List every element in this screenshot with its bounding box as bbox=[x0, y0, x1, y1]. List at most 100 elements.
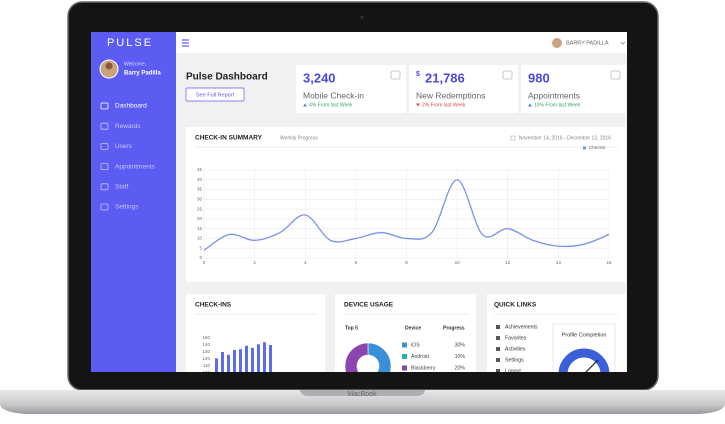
y-tick-label: 120 bbox=[202, 356, 210, 361]
y-tick-label: 130 bbox=[202, 349, 210, 354]
y-tick-label: 100 bbox=[202, 370, 210, 375]
y-tick-label: 5 bbox=[199, 245, 202, 250]
stat-card bbox=[296, 65, 406, 113]
topbar bbox=[176, 32, 627, 53]
quick-links: Achievements Favorites Activities Settings L… bbox=[496, 324, 538, 374]
quick-link[interactable]: Settings bbox=[505, 357, 524, 363]
stat-label: Mobile Check-in bbox=[303, 90, 364, 100]
y-tick-label: 45 bbox=[197, 167, 203, 172]
bar bbox=[239, 349, 242, 372]
trend-arrow bbox=[303, 103, 307, 107]
quick-link[interactable]: Favorites bbox=[505, 335, 527, 341]
stat-change: 2% From last Week bbox=[422, 102, 466, 108]
line-series bbox=[203, 179, 610, 251]
device-name: Android bbox=[411, 354, 429, 360]
device-value: 30% bbox=[455, 342, 466, 348]
gauge-needle bbox=[585, 359, 599, 372]
laptop-base bbox=[0, 390, 725, 414]
screen: PULSE Welcome, Barry Padilla Dashboard Re… bbox=[91, 32, 627, 375]
link-icon[interactable] bbox=[496, 369, 500, 373]
nav-icon[interactable] bbox=[100, 203, 109, 211]
device-swatch bbox=[402, 354, 407, 359]
link-icon[interactable] bbox=[496, 347, 500, 351]
base-notch bbox=[300, 390, 425, 396]
bar bbox=[221, 352, 224, 372]
stat-label: New Redemptions bbox=[416, 90, 485, 100]
y-tick-label: 150 bbox=[202, 335, 210, 340]
device-value: 10% bbox=[455, 354, 466, 360]
nav-icon[interactable] bbox=[100, 122, 109, 130]
legend-swatch bbox=[583, 146, 586, 150]
nav-item[interactable]: Users bbox=[115, 143, 133, 150]
card bbox=[186, 127, 626, 282]
x-tick-label: 10 bbox=[455, 260, 461, 265]
stat-icon bbox=[502, 70, 513, 80]
card-title: DEVICE USAGE bbox=[344, 302, 394, 309]
link-icon[interactable] bbox=[496, 358, 500, 362]
nav-item[interactable]: Dashboard bbox=[115, 103, 147, 110]
y-tick-label: 110 bbox=[203, 363, 211, 368]
avatar-face bbox=[105, 62, 113, 70]
quick-link[interactable]: Activities bbox=[505, 346, 526, 352]
nav-item[interactable]: Settings bbox=[115, 204, 139, 211]
y-tick-label: 15 bbox=[197, 226, 203, 231]
nav: Dashboard Rewards Users Appointments Staff Se… bbox=[100, 102, 155, 211]
nav-icon[interactable] bbox=[100, 102, 109, 110]
full-report-label[interactable]: See Full Report bbox=[196, 92, 235, 98]
nav-item[interactable]: Appointments bbox=[115, 163, 155, 170]
card bbox=[186, 294, 325, 372]
nav-icon[interactable] bbox=[100, 142, 109, 150]
device-name: iOS bbox=[411, 342, 420, 348]
calendar-icon bbox=[510, 135, 516, 141]
menu-button[interactable] bbox=[182, 39, 189, 47]
card-title: QUICK LINKS bbox=[494, 302, 537, 309]
device-swatch bbox=[402, 342, 407, 348]
link-icon[interactable] bbox=[496, 325, 500, 329]
device-name: Blackberry bbox=[411, 365, 436, 371]
x-tick-label: 14 bbox=[556, 260, 562, 265]
x-tick-label: 12 bbox=[505, 260, 511, 265]
x-tick-label: 0 bbox=[203, 260, 206, 265]
stat-label: Appointments bbox=[528, 90, 580, 100]
topbar-user[interactable]: BARRY PADILLA bbox=[566, 40, 609, 46]
nav-icon[interactable] bbox=[100, 163, 109, 171]
x-tick-label: 16 bbox=[606, 260, 612, 265]
y-tick-label: 40 bbox=[197, 177, 203, 182]
nav-item[interactable]: Staff bbox=[115, 184, 128, 191]
quick-link[interactable]: Logout bbox=[505, 368, 521, 374]
y-tick-label: 25 bbox=[197, 206, 203, 211]
logo[interactable]: PULSE bbox=[107, 37, 153, 49]
bar bbox=[269, 345, 272, 372]
full-report-button[interactable] bbox=[185, 87, 245, 102]
bar bbox=[233, 349, 236, 372]
stat-change: 10% From last Week bbox=[534, 102, 581, 108]
bar bbox=[215, 358, 218, 372]
bar bbox=[227, 354, 230, 372]
bar bbox=[263, 342, 266, 372]
nav-item[interactable]: Rewards bbox=[115, 123, 141, 130]
trend-arrow bbox=[416, 103, 420, 107]
bar bbox=[245, 345, 248, 372]
device-value: 20% bbox=[455, 365, 466, 371]
bar bbox=[257, 344, 260, 372]
nav-icon[interactable] bbox=[100, 183, 109, 191]
x-tick-label: 6 bbox=[355, 260, 358, 265]
stat-change: 4% From last Week bbox=[309, 102, 353, 108]
y-tick-label: 20 bbox=[197, 216, 203, 221]
stats: 3,240 Mobile Check-in 4% From last Week $ 21… bbox=[296, 65, 626, 113]
stat-prefix: $ bbox=[416, 71, 420, 78]
stat-icon bbox=[390, 70, 401, 80]
stat-icon bbox=[610, 70, 621, 80]
stat-value: 21,786 bbox=[425, 70, 465, 85]
link-icon[interactable] bbox=[496, 336, 500, 340]
laptop-label: MacBook bbox=[347, 391, 377, 398]
user-chevron[interactable] bbox=[620, 41, 626, 45]
legend-label: Checkin bbox=[589, 145, 606, 150]
topbar-avatar bbox=[552, 38, 562, 48]
card-title: CHECK-INS bbox=[195, 302, 232, 309]
quick-link[interactable]: Achievements bbox=[505, 324, 538, 330]
date-range[interactable]: November 14, 2016 - December 13, 2016 bbox=[519, 135, 611, 141]
profile-title: Profile Completion bbox=[562, 332, 607, 338]
